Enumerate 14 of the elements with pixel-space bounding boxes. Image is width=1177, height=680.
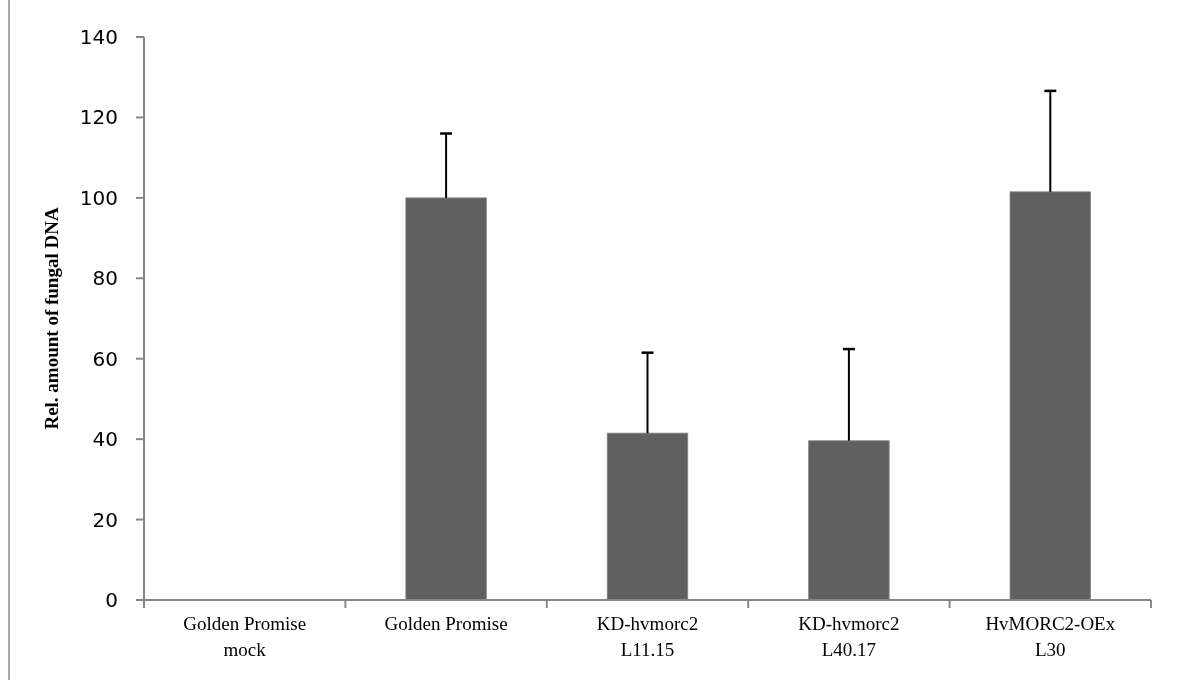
x-tick-label: Golden Promise: [384, 613, 508, 634]
y-tick-label: 140: [79, 25, 118, 49]
y-tick-label: 80: [92, 266, 118, 291]
y-tick-label: 60: [92, 346, 118, 371]
x-tick-label: Golden Promise mock: [183, 613, 307, 660]
x-tick-label: KD-hvmorc2 L11.15: [596, 613, 699, 660]
y-tick-label: 100: [79, 185, 118, 210]
y-tick-label: 120: [79, 105, 118, 130]
y-tick-label: 20: [92, 507, 118, 532]
x-tick-label: HvMORC2-OEx L30: [985, 613, 1116, 660]
y-axis-title: Rel. amount of fungal DNA: [41, 207, 62, 430]
x-tick-label: KD-hvmorc2 L40.17: [798, 613, 900, 660]
y-tick-label: 0: [105, 588, 118, 612]
y-tick-label: 40: [92, 427, 118, 452]
